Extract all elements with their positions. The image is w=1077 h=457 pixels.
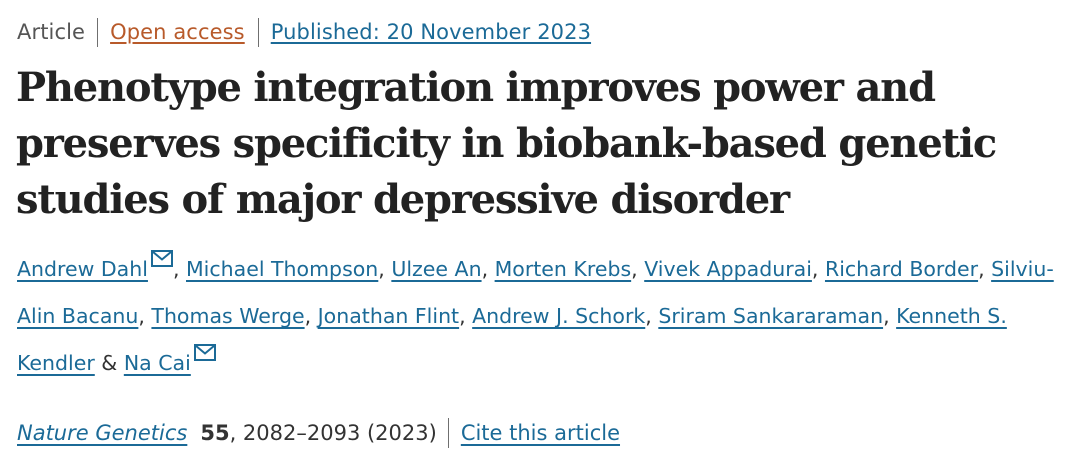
open-access-link[interactable]: Open access: [110, 20, 245, 44]
journal-link[interactable]: Nature Genetics: [17, 421, 188, 445]
author-separator: ,: [459, 304, 473, 328]
author-separator: ,: [883, 304, 897, 328]
author-name: Na Cai: [123, 351, 191, 375]
mail-icon[interactable]: [193, 344, 216, 361]
author-separator: ,: [378, 257, 392, 281]
author-separator: ,: [978, 257, 992, 281]
author-link[interactable]: Sriram Sankararaman: [658, 304, 883, 328]
author-link[interactable]: Na Cai: [123, 344, 216, 375]
cite-this-article-link[interactable]: Cite this article: [460, 421, 621, 445]
citation-divider: [447, 418, 449, 448]
author-separator: ,: [304, 304, 318, 328]
author-link[interactable]: Richard Border: [825, 257, 978, 281]
published-date-link[interactable]: Published: 20 November 2023: [270, 20, 592, 44]
article-title: Phenotype integration improves power and…: [16, 64, 997, 223]
author-separator: ,: [138, 304, 152, 328]
author-name: Jonathan Flint: [317, 304, 460, 328]
meta-divider: [97, 17, 99, 47]
meta-divider: [257, 17, 259, 47]
author-name: Andrew Dahl: [17, 257, 148, 281]
author-name: Thomas Werge: [151, 304, 305, 328]
author-name: Michael Thompson: [186, 257, 379, 281]
author-name: Ulzee An: [391, 257, 482, 281]
author-link[interactable]: Andrew Dahl: [17, 250, 173, 281]
author-link[interactable]: Thomas Werge: [151, 304, 304, 328]
author-link[interactable]: Vivek Appadurai: [644, 257, 812, 281]
citation-line: Nature Genetics 55 , 2082–2093 (2023) Ci…: [17, 415, 620, 451]
author-name: Kenneth S. Kendler: [17, 304, 1007, 375]
author-list: Andrew Dahl, Michael Thompson, Ulzee An,…: [17, 246, 1067, 387]
author-link[interactable]: Michael Thompson: [186, 257, 378, 281]
article-meta: Article Open access Published: 20 Novemb…: [17, 17, 591, 47]
author-name: Silviu-Alin Bacanu: [17, 257, 1054, 328]
author-separator: &: [94, 351, 124, 375]
author-separator: ,: [645, 304, 659, 328]
article-type: Article: [17, 20, 86, 44]
mail-icon[interactable]: [150, 250, 173, 267]
author-separator: ,: [811, 257, 825, 281]
author-separator: ,: [172, 257, 186, 281]
author-link[interactable]: Kenneth S. Kendler: [17, 304, 1007, 375]
author-name: Sriram Sankararaman: [658, 304, 884, 328]
author-link[interactable]: Morten Krebs: [495, 257, 632, 281]
author-name: Andrew J. Schork: [472, 304, 646, 328]
author-link[interactable]: Jonathan Flint: [318, 304, 459, 328]
author-link[interactable]: Ulzee An: [391, 257, 481, 281]
author-separator: ,: [481, 257, 495, 281]
author-name: Vivek Appadurai: [644, 257, 812, 281]
author-name: Richard Border: [824, 257, 979, 281]
journal-pages: , 2082–2093 (2023): [229, 421, 437, 445]
author-link[interactable]: Silviu-Alin Bacanu: [17, 257, 1054, 328]
author-link[interactable]: Andrew J. Schork: [472, 304, 645, 328]
author-separator: ,: [631, 257, 645, 281]
author-name: Morten Krebs: [494, 257, 632, 281]
journal-volume: 55: [200, 421, 230, 445]
